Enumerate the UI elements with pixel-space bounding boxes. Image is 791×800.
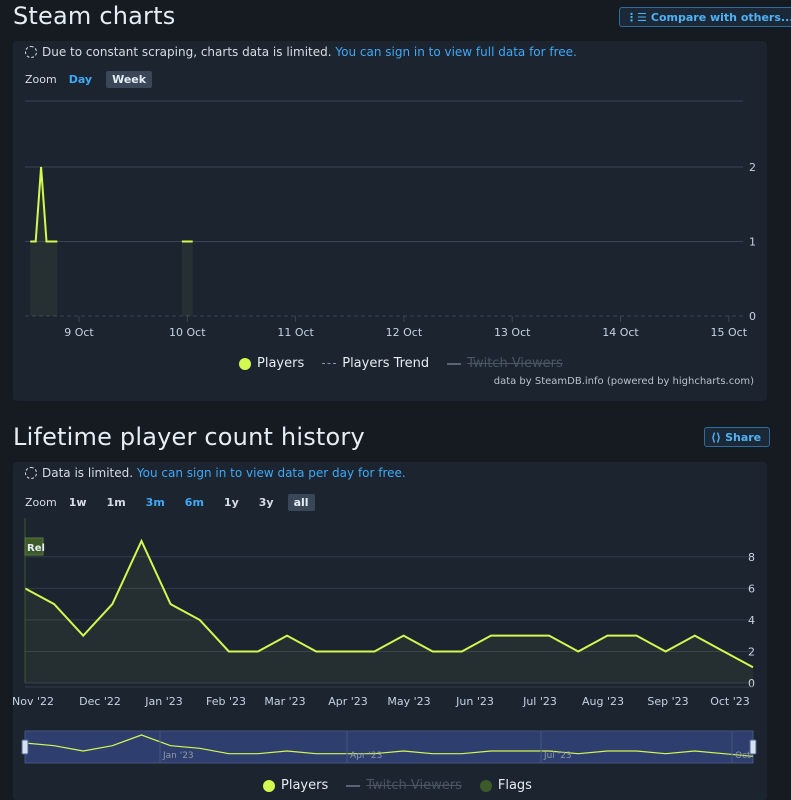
x-tick-label: 12 Oct [386, 326, 423, 339]
share-icon: ⟨⟩ [711, 431, 722, 444]
compare-button-label: Compare with others... [650, 11, 791, 24]
zoom-1y-button[interactable]: 1y [223, 496, 239, 509]
zoom-label: Zoom [25, 73, 57, 86]
players-marker-icon [263, 779, 275, 792]
legend-twitch-label: Twitch Viewers [467, 356, 563, 371]
limited-notice: Due to constant scraping, charts data is… [25, 45, 577, 59]
zoom-3m-button[interactable]: 3m [145, 496, 165, 509]
x-tick-label: Dec '22 [79, 695, 121, 708]
x-tick-label: Feb '23 [206, 695, 246, 708]
x-tick-label: Mar '23 [264, 695, 305, 708]
zoom-1w-button[interactable]: 1w [68, 496, 87, 509]
y-tick-label: 6 [748, 582, 755, 595]
zoom-label: Zoom [25, 496, 57, 509]
y-tick-label: 4 [748, 614, 755, 627]
legend-trend-label: Players Trend [342, 356, 430, 371]
page-title: Steam charts [13, 2, 176, 30]
navigator-line [24, 734, 754, 757]
x-tick-label: Apr '23 [328, 695, 368, 708]
navigator-tick-label: Jan '23 [162, 751, 194, 761]
legend-players[interactable]: Players [263, 778, 328, 793]
y-tick-label: 0 [748, 677, 755, 690]
x-tick-label: Sep '23 [647, 695, 688, 708]
x-tick-label: Oct '23 [710, 695, 750, 708]
compare-icon: ⋮☰ [626, 11, 647, 24]
credits[interactable]: data by SteamDB.info (powered by highcha… [493, 376, 754, 387]
x-tick-label: Aug '23 [582, 695, 624, 708]
flag-label: Rel [27, 543, 45, 554]
x-tick-label: May '23 [387, 695, 430, 708]
steam-charts-panel: Due to constant scraping, charts data is… [13, 41, 767, 401]
compare-button[interactable]: ⋮☰ Compare with others... [619, 7, 791, 27]
section-title-lifetime: Lifetime player count history [13, 423, 365, 451]
lifetime-plot[interactable]: 0 2 4 6 8 Rel Nov '22 Dec '22 Jan '23 Feb '23 Mar … [13, 518, 767, 768]
steam-charts-plot[interactable]: 0 1 2 9 Oct 10 Oct 11 Oct 12 Oct 13 Oct 14 Oct 15… [13, 99, 767, 399]
x-tick-label: 11 Oct [277, 326, 314, 339]
chart1-legend: Players Players Trend Twitch Viewers [239, 356, 581, 371]
zoom-6m-button[interactable]: 6m [184, 496, 204, 509]
navigator-handle [749, 739, 757, 755]
x-tick-label: 15 Oct [711, 326, 748, 339]
zoom-controls: Zoom Day Week [25, 71, 160, 88]
trend-dash-icon [322, 363, 337, 364]
share-button-label: Share [725, 431, 762, 444]
zoom-3y-button[interactable]: 3y [258, 496, 274, 509]
navigator-tick-label: Oct [735, 751, 751, 761]
legend-twitch-viewers[interactable]: Twitch Viewers [346, 778, 462, 793]
y-tick-label: 1 [749, 236, 756, 249]
chart2-legend: Players Twitch Viewers Flags [263, 778, 550, 793]
players-marker-icon [239, 357, 251, 370]
flags-marker-icon [479, 779, 492, 792]
y-tick-label: 2 [749, 161, 756, 174]
share-button[interactable]: ⟨⟩ Share [704, 427, 771, 447]
legend-flags-label: Flags [497, 778, 532, 793]
players-line [30, 166, 58, 243]
legend-players-label: Players [281, 778, 329, 793]
x-tick-label: Jul '23 [522, 695, 557, 708]
players-area [30, 167, 58, 316]
x-tick-label: Jun '23 [455, 695, 494, 708]
y-tick-label: 0 [749, 310, 756, 323]
sign-in-link-per-day[interactable]: You can sign in to view data per day for… [136, 466, 406, 480]
zoom-all-button[interactable]: all [287, 494, 315, 511]
spinner-icon [25, 467, 37, 479]
y-tick-label: 2 [748, 645, 755, 658]
zoom-1m-button[interactable]: 1m [106, 496, 126, 509]
navigator-tick-label: Jul '23 [543, 751, 572, 761]
players-area [25, 541, 753, 683]
lifetime-zoom-controls: Zoom 1w 1m 3m 6m 1y 3y all [25, 494, 323, 511]
lifetime-notice: Data is limited. You can sign in to view… [25, 466, 406, 480]
flag-marker [24, 537, 44, 556]
lifetime-panel: Data is limited. You can sign in to view… [13, 462, 767, 800]
legend-players-trend[interactable]: Players Trend [322, 356, 429, 371]
y-tick-label: 8 [748, 551, 755, 564]
x-tick-label: 10 Oct [169, 326, 206, 339]
legend-players-label: Players [257, 356, 305, 371]
players-area [181, 241, 193, 316]
legend-flags[interactable]: Flags [479, 778, 532, 793]
navigator-tick-label: Apr '23 [350, 751, 382, 761]
legend-twitch-label: Twitch Viewers [366, 778, 462, 793]
lifetime-notice-text: Data is limited. [42, 466, 134, 480]
twitch-line-icon [346, 784, 361, 787]
navigator-mask [24, 730, 754, 764]
spinner-icon [25, 46, 37, 58]
legend-twitch-viewers[interactable]: Twitch Viewers [447, 356, 563, 371]
zoom-day-button[interactable]: Day [68, 73, 93, 86]
x-tick-label: 14 Oct [602, 326, 639, 339]
players-line [24, 538, 754, 669]
twitch-line-icon [447, 362, 462, 365]
x-tick-label: 9 Oct [64, 326, 94, 339]
sign-in-link[interactable]: You can sign in to view full data for fr… [335, 45, 577, 59]
x-tick-label: 13 Oct [494, 326, 531, 339]
legend-players[interactable]: Players [239, 356, 304, 371]
notice-text: Due to constant scraping, charts data is… [42, 45, 332, 59]
zoom-week-button[interactable]: Week [106, 71, 153, 88]
x-tick-label: Jan '23 [144, 695, 182, 708]
x-tick-label: Nov '22 [13, 695, 54, 708]
navigator-handle [21, 739, 29, 755]
